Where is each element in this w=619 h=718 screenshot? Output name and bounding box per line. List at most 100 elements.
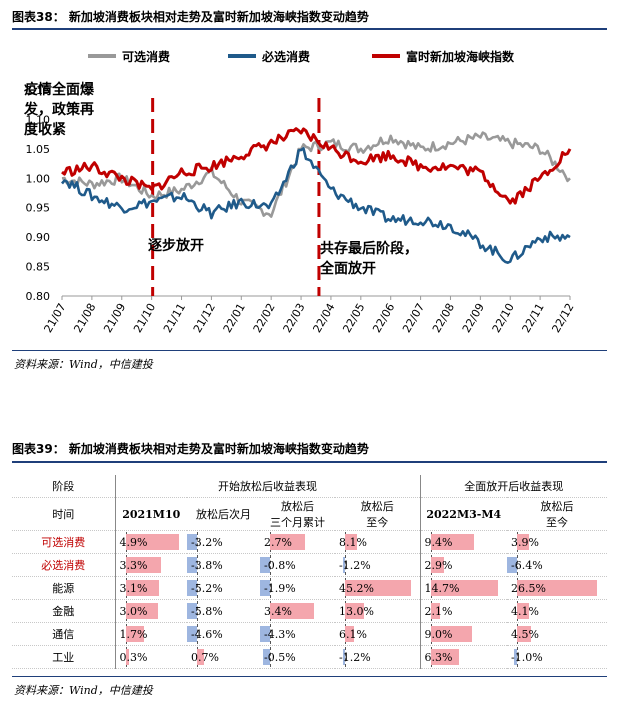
data-label: -3.8% xyxy=(191,558,223,572)
x-tick-label: 22/04 xyxy=(310,301,337,335)
data-label: 4.1% xyxy=(511,604,539,618)
x-tick-label: 22/02 xyxy=(251,301,278,335)
data-bar xyxy=(260,626,270,642)
y-tick-label: 0.90 xyxy=(26,231,51,244)
data-bar xyxy=(260,557,270,573)
data-bar xyxy=(345,626,354,642)
y-tick-label: 1.15 xyxy=(26,84,51,97)
data-bar xyxy=(517,580,597,596)
annotation-0: 发，政策再 xyxy=(23,101,94,118)
value-cell: 2.9% xyxy=(419,553,507,577)
data-bar xyxy=(343,557,345,573)
value-cell: 6.1% xyxy=(335,622,420,646)
value-cell: 4.5% xyxy=(507,622,607,646)
data-label: 4.5% xyxy=(511,627,539,641)
y-tick-label: 1.05 xyxy=(26,143,51,156)
x-tick-label: 22/05 xyxy=(340,301,367,335)
data-bar xyxy=(187,603,197,619)
value-cell: 3.9% xyxy=(507,530,607,554)
figure-39-source: 资料来源：Wind，中信建投 xyxy=(14,684,153,697)
data-label: 9.0% xyxy=(424,627,453,641)
data-label: 9.4% xyxy=(424,535,453,549)
figure-38-title: 图表38： 新加坡消费板块相对走势及富时新加坡海峡指数变动趋势 xyxy=(12,10,369,24)
value-cell: 2.7% xyxy=(260,530,335,554)
data-bar xyxy=(125,626,144,642)
data-bar xyxy=(125,649,129,665)
annotation-2: 共存最后阶段， xyxy=(320,240,418,257)
zero-axis xyxy=(345,555,346,575)
data-label: 3.3% xyxy=(119,558,148,572)
value-cell: -1.2% xyxy=(335,645,420,669)
x-tick-label: 22/11 xyxy=(520,301,547,335)
returns-table: 阶段 开始放松后收益表现 全面放开后收益表现 时间 2021M10 放松后次月 放松后… xyxy=(12,475,607,669)
row-label: 金融 xyxy=(12,599,115,623)
data-bar xyxy=(517,534,529,550)
value-cell: -6.4% xyxy=(507,553,607,577)
value-cell: -3.8% xyxy=(187,553,260,577)
y-tick-label: 1.00 xyxy=(26,172,51,185)
x-tick-label: 22/03 xyxy=(281,301,308,335)
data-bar xyxy=(260,580,270,596)
data-bar xyxy=(430,603,441,619)
annotation-2: 全面放开 xyxy=(319,260,376,277)
row-label: 通信 xyxy=(12,622,115,646)
legend-label-1: 必选消费 xyxy=(261,49,310,64)
value-cell: 9.4% xyxy=(419,530,507,554)
x-tick-label: 22/09 xyxy=(460,301,487,335)
zero-axis xyxy=(270,624,271,644)
y-tick-label: 0.85 xyxy=(26,261,51,274)
stage-header: 阶段 xyxy=(12,475,115,498)
table-row: 金融 3.0% -5.8% 3.4% 13.0% 2.1% 4.1% xyxy=(12,599,607,623)
zero-axis xyxy=(517,555,518,575)
data-label: 3.9% xyxy=(511,535,539,549)
y-tick-label: 0.95 xyxy=(26,202,51,215)
value-cell: 14.7% xyxy=(419,576,507,600)
data-bar xyxy=(517,603,530,619)
value-cell: 0.3% xyxy=(114,645,187,669)
zero-axis xyxy=(345,647,346,667)
data-label: 3.4% xyxy=(264,604,292,618)
value-cell: 45.2% xyxy=(335,576,420,600)
value-cell: 26.5% xyxy=(507,576,607,600)
value-cell: -4.6% xyxy=(187,622,260,646)
data-label: 14.7% xyxy=(424,581,460,595)
figure-38-source: 资料来源：Wind，中信建投 xyxy=(14,358,153,371)
value-cell: -3.2% xyxy=(187,530,260,554)
chart-legend: 可选消费 必选消费 富时新加坡海峡指数 xyxy=(88,49,515,64)
column-header-2: 放松后次月 xyxy=(187,497,260,531)
value-cell: 8.1% xyxy=(335,530,420,554)
table-row: 工业 0.3% 0.7% -0.5% -1.2% 6.3% -1.0% xyxy=(12,645,607,669)
table-row: 可选消费 4.9% -3.2% 2.7% 8.1% 9.4% 3.9% xyxy=(12,530,607,554)
row-label: 可选消费 xyxy=(12,530,115,554)
x-tick-label: 21/07 xyxy=(41,301,68,335)
figure-38-bottom-rule xyxy=(12,350,607,351)
x-tick-label: 22/12 xyxy=(549,301,576,335)
data-label: -1.9% xyxy=(264,581,296,595)
data-bar xyxy=(507,557,517,573)
data-label: -1.0% xyxy=(511,650,543,664)
table-row: 必选消费 3.3% -3.8% -0.8% -1.2% 2.9% -6.4% xyxy=(12,553,607,577)
zero-axis xyxy=(197,532,198,552)
data-label: 1.7% xyxy=(119,627,148,641)
data-bar xyxy=(187,626,197,642)
data-label: 8.1% xyxy=(339,535,367,549)
data-label: -3.2% xyxy=(191,535,223,549)
data-label: 2.9% xyxy=(424,558,453,572)
figure-39-bottom-rule xyxy=(12,676,607,677)
x-tick-label: 22/01 xyxy=(221,301,248,335)
data-bar xyxy=(430,580,498,596)
value-cell: -4.3% xyxy=(260,622,335,646)
data-bar xyxy=(125,534,179,550)
data-bar xyxy=(430,649,460,665)
data-label: 26.5% xyxy=(511,581,546,595)
data-bar xyxy=(125,580,160,596)
table-row: 通信 1.7% -4.6% -4.3% 6.1% 9.0% 4.5% xyxy=(12,622,607,646)
value-cell: -1.2% xyxy=(335,553,420,577)
data-bar xyxy=(270,534,306,550)
figure-39-title: 图表39： 新加坡消费板块相对走势及富时新加坡海峡指数变动趋势 xyxy=(12,442,369,456)
x-tick-label: 22/08 xyxy=(430,301,457,335)
data-bar xyxy=(513,649,517,665)
figure-39-rule xyxy=(12,461,607,463)
